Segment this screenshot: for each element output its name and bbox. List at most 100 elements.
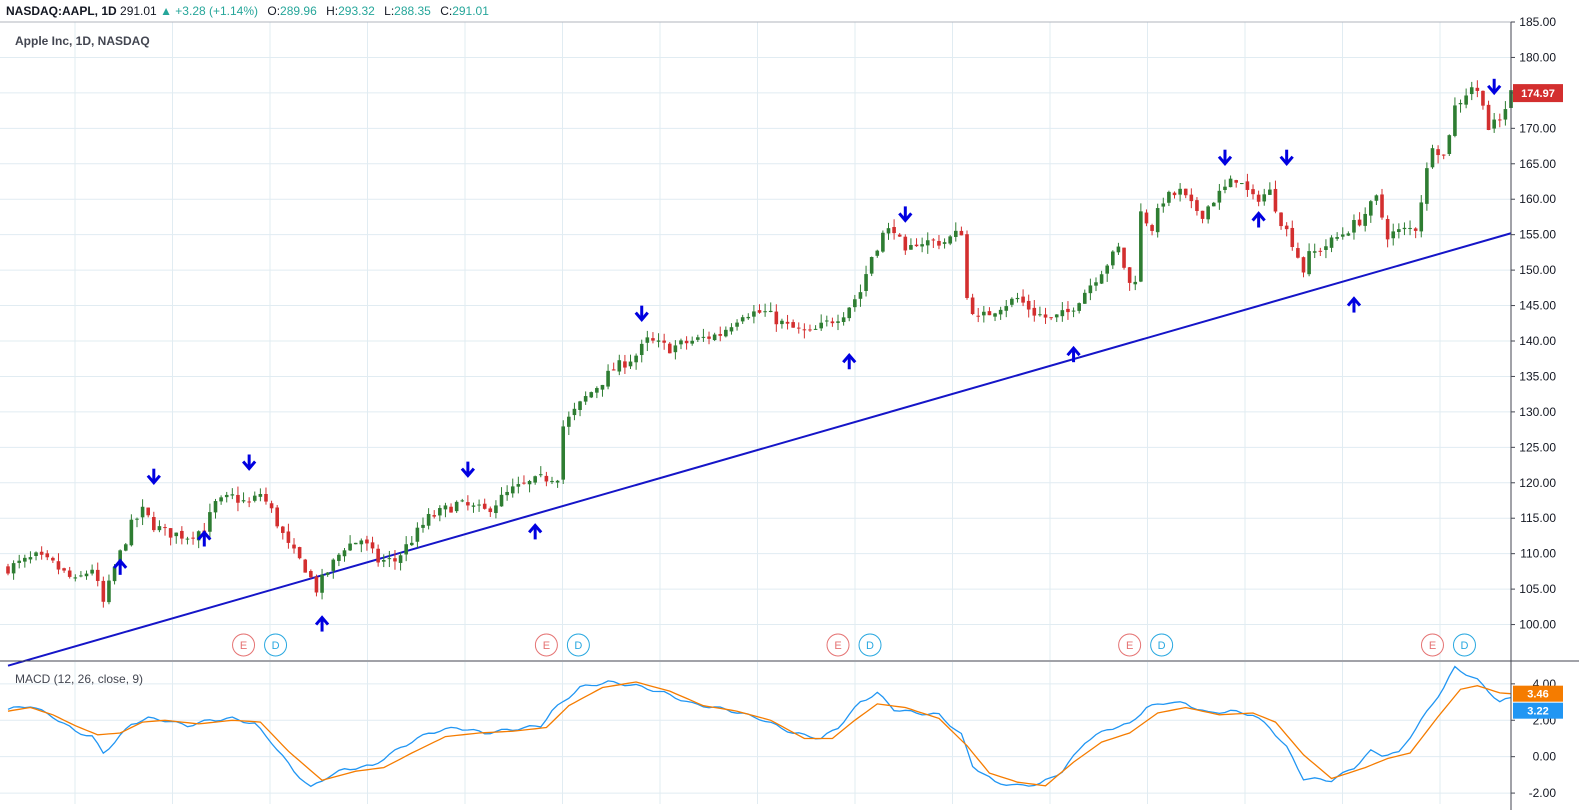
candle-body bbox=[1374, 195, 1379, 201]
candle-body bbox=[331, 559, 336, 571]
candle-body bbox=[454, 501, 459, 512]
candle-body bbox=[1363, 213, 1367, 226]
candle-body bbox=[550, 480, 554, 483]
candle-body bbox=[1268, 189, 1272, 195]
candle-body bbox=[982, 311, 986, 316]
grid bbox=[0, 21, 1511, 804]
down-arrow-icon bbox=[898, 206, 913, 223]
down-arrow-icon bbox=[242, 454, 257, 471]
symbol-name[interactable]: NASDAQ:AAPL, 1D bbox=[6, 4, 117, 18]
candle-body bbox=[623, 361, 627, 368]
candle-body bbox=[589, 392, 594, 398]
candle-body bbox=[1049, 317, 1053, 319]
dividend-event-icon bbox=[1452, 633, 1476, 657]
candle-body bbox=[774, 311, 779, 325]
candle-body bbox=[544, 475, 549, 482]
macd-tick-label: -2.00 bbox=[1529, 786, 1557, 800]
candle-body bbox=[729, 327, 734, 332]
candle-body bbox=[51, 557, 55, 561]
candle-body bbox=[34, 552, 38, 557]
candle-body bbox=[1481, 90, 1485, 106]
candle-body bbox=[1329, 237, 1334, 248]
candle-body bbox=[746, 316, 751, 319]
candle-body bbox=[690, 340, 695, 344]
candle-body bbox=[1105, 265, 1110, 274]
candle-body bbox=[191, 537, 195, 539]
candle-body bbox=[505, 491, 509, 496]
macd-value-label: 3.22 bbox=[1527, 706, 1548, 718]
price-tick-label: 135.00 bbox=[1519, 369, 1556, 383]
candle-body bbox=[920, 244, 924, 247]
candle-body bbox=[258, 494, 263, 497]
candle-body bbox=[1211, 202, 1216, 207]
candle-body bbox=[763, 311, 767, 313]
candle-body bbox=[1234, 180, 1238, 183]
up-arrow-icon bbox=[1066, 345, 1081, 363]
candle-body bbox=[1425, 168, 1429, 204]
candle-body bbox=[1077, 303, 1081, 311]
up-arrow-icon bbox=[314, 615, 330, 632]
candle-body bbox=[101, 580, 106, 602]
candle-body bbox=[286, 531, 291, 543]
candle-body bbox=[415, 527, 420, 542]
candle-body bbox=[320, 574, 324, 593]
candle-body bbox=[583, 396, 588, 402]
candle-body bbox=[393, 558, 397, 562]
candle-body bbox=[718, 334, 723, 336]
candle-body bbox=[925, 240, 930, 246]
candle-body bbox=[780, 320, 784, 325]
price-tick-label: 125.00 bbox=[1519, 440, 1556, 454]
macd-value-badge bbox=[1513, 702, 1563, 719]
candle-body bbox=[1436, 149, 1440, 156]
candle-body bbox=[1144, 212, 1149, 224]
candle-body bbox=[1335, 237, 1339, 239]
candle-body bbox=[1469, 87, 1474, 95]
candle-body bbox=[757, 310, 762, 313]
candle-body bbox=[185, 538, 190, 540]
candle-body bbox=[73, 577, 78, 579]
candle-body bbox=[1094, 282, 1098, 286]
candle-body bbox=[1357, 219, 1362, 226]
candle-body bbox=[1402, 227, 1407, 230]
signal-value-label: 3.46 bbox=[1527, 689, 1548, 701]
dividend-event-label: D bbox=[272, 640, 280, 652]
price-tick-label: 110.00 bbox=[1520, 547, 1556, 561]
dividend-event-icon bbox=[858, 633, 882, 657]
candle-body bbox=[976, 315, 981, 317]
high-value: 293.32 bbox=[338, 4, 375, 18]
candle-body bbox=[841, 317, 846, 323]
candle-body bbox=[1066, 308, 1070, 313]
candle-body bbox=[853, 299, 857, 308]
up-arrow-icon bbox=[113, 558, 128, 575]
candle-body bbox=[1004, 306, 1009, 311]
macd-tick-label: 0.00 bbox=[1533, 750, 1557, 764]
candle-body bbox=[23, 557, 27, 562]
candle-body bbox=[84, 573, 89, 577]
candle-body bbox=[208, 512, 212, 532]
earnings-event-icon bbox=[1420, 633, 1444, 657]
candle-body bbox=[370, 542, 375, 549]
candle-body bbox=[538, 474, 543, 476]
candle-body bbox=[1122, 247, 1126, 268]
symbol-header: NASDAQ:AAPL, 1D 291.01 ▲ +3.28 (+1.14%) … bbox=[6, 2, 489, 20]
candle-body bbox=[1155, 208, 1160, 233]
candle-body bbox=[1340, 234, 1345, 237]
candle-body bbox=[17, 560, 22, 563]
price-tick-label: 180.00 bbox=[1519, 50, 1556, 64]
candle-body bbox=[168, 528, 173, 538]
candle-body bbox=[1026, 300, 1031, 310]
candle-body bbox=[1071, 310, 1076, 312]
candle-body bbox=[796, 327, 801, 329]
candle-body bbox=[824, 320, 829, 322]
earnings-event-label: E bbox=[1429, 640, 1436, 652]
candle-body bbox=[118, 550, 122, 566]
candle-body bbox=[180, 530, 184, 539]
candle-body bbox=[740, 317, 745, 322]
candle-body bbox=[1262, 194, 1267, 202]
earnings-event-icon bbox=[826, 633, 850, 657]
candle-body bbox=[325, 572, 330, 575]
candle-body bbox=[561, 426, 566, 480]
candle-body bbox=[1223, 186, 1227, 190]
candle-body bbox=[236, 494, 240, 503]
